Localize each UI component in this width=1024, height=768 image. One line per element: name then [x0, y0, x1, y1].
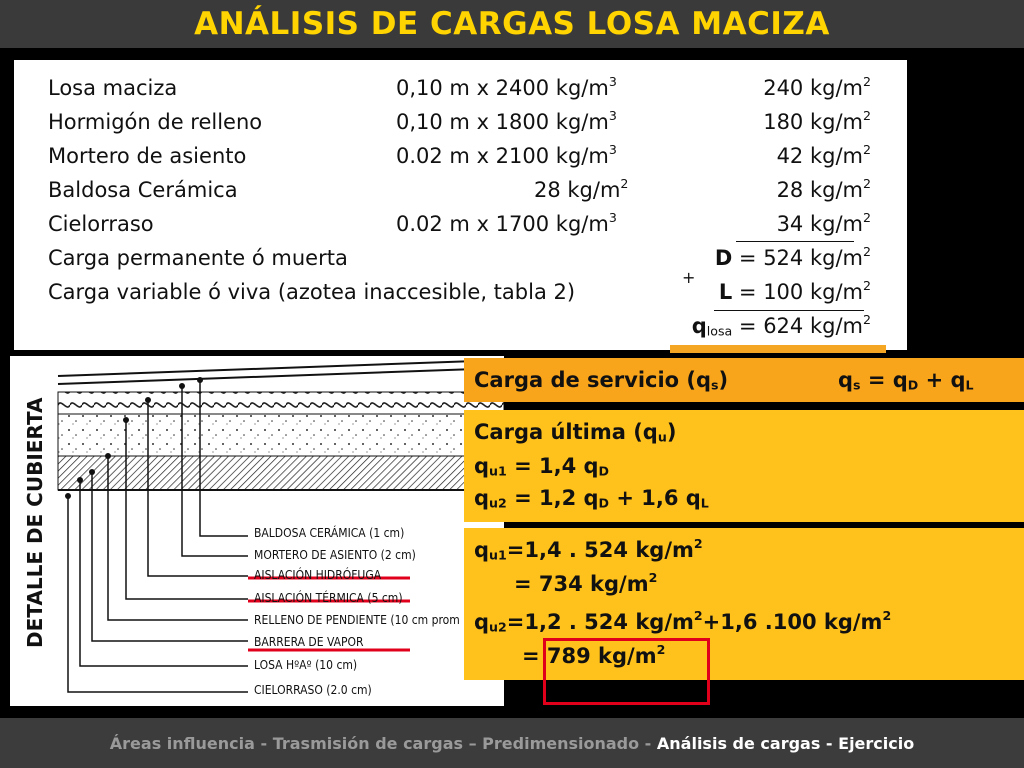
- load-label: Cielorraso: [48, 212, 154, 236]
- layer-label: BALDOSA CERÁMICA (1 cm): [254, 526, 405, 540]
- ultimate-load-box: Carga última (qu) qu1 = 1,4 qD qu2 = 1,2…: [464, 410, 1024, 522]
- service-load-box: Carga de servicio (qs) qs = qD + qL: [464, 358, 1024, 402]
- layer-label: LOSA HºAº (10 cm): [254, 658, 358, 672]
- load-row: Carga variable ó viva (azotea inaccesibl…: [14, 278, 907, 312]
- load-row: Carga permanente ó muerta D = 524 kg/m2: [14, 244, 907, 278]
- load-label: Hormigón de relleno: [48, 110, 263, 134]
- load-row: Cielorraso 0.02 m x 1700 kg/m3 34 kg/m2: [14, 210, 907, 244]
- load-result: qlosa = 624 kg/m2: [691, 312, 871, 339]
- load-label: Carga permanente ó muerta: [48, 246, 348, 270]
- layer-label: CIELORRASO (2.0 cm): [254, 683, 372, 697]
- load-result: 34 kg/m2: [776, 210, 871, 236]
- load-result: L = 100 kg/m2: [718, 278, 871, 304]
- plus-sign: +: [682, 268, 696, 287]
- load-row: Hormigón de relleno 0,10 m x 1800 kg/m3 …: [14, 108, 907, 142]
- load-row: qlosa = 624 kg/m2: [14, 312, 907, 346]
- load-calc: 0.02 m x 2100 kg/m3: [396, 142, 617, 168]
- layer-label: MORTERO DE ASIENTO (2 cm): [254, 548, 416, 562]
- loads-table: Losa maciza 0,10 m x 2400 kg/m3 240 kg/m…: [14, 60, 907, 350]
- load-row: Losa maciza 0,10 m x 2400 kg/m3 240 kg/m…: [14, 74, 907, 108]
- load-result: 240 kg/m2: [763, 74, 871, 100]
- layer-label: BARRERA DE VAPOR: [254, 635, 364, 649]
- layer-label: AISLACIÓN TÉRMICA (5 cm): [254, 591, 403, 605]
- roof-detail: DETALLE DE CUBIERTA: [10, 356, 504, 706]
- total-line: [714, 310, 864, 311]
- layer-label: RELLENO DE PENDIENTE (10 cm prom: [254, 613, 460, 627]
- load-calc: 28 kg/m2: [534, 176, 629, 202]
- load-result: 28 kg/m2: [776, 176, 871, 202]
- load-calc: 0,10 m x 1800 kg/m3: [396, 108, 617, 134]
- load-row: Mortero de asiento 0.02 m x 2100 kg/m3 4…: [14, 142, 907, 176]
- load-label: Baldosa Cerámica: [48, 178, 238, 202]
- load-result: D = 524 kg/m2: [714, 244, 871, 270]
- load-label: Carga variable ó viva (azotea inaccesibl…: [48, 280, 576, 304]
- total-highlight: [670, 345, 886, 353]
- result-highlight-box: [543, 638, 710, 705]
- layer-label: AISLACIÓN HIDRÓFUGA: [254, 568, 382, 582]
- footer-bar: Áreas influencia - Trasmisión de cargas …: [0, 718, 1024, 768]
- title-bar: ANÁLISIS DE CARGAS LOSA MACIZA: [0, 0, 1024, 48]
- load-result: 42 kg/m2: [776, 142, 871, 168]
- load-label: Mortero de asiento: [48, 144, 247, 168]
- slide-title: ANÁLISIS DE CARGAS LOSA MACIZA: [194, 6, 830, 42]
- load-row: Baldosa Cerámica 28 kg/m2 28 kg/m2: [14, 176, 907, 210]
- roof-section-drawing: [57, 359, 504, 693]
- footer-breadcrumb: Áreas influencia - Trasmisión de cargas …: [109, 733, 915, 753]
- load-calc: 0.02 m x 1700 kg/m3: [396, 210, 617, 236]
- sum-line: [736, 241, 854, 242]
- calculation-box: qu1=1,4 . 524 kg/m2 = 734 kg/m2 qu2=1,2 …: [464, 528, 1024, 680]
- load-label: Losa maciza: [48, 76, 178, 100]
- load-calc: 0,10 m x 2400 kg/m3: [396, 74, 617, 100]
- load-result: 180 kg/m2: [763, 108, 871, 134]
